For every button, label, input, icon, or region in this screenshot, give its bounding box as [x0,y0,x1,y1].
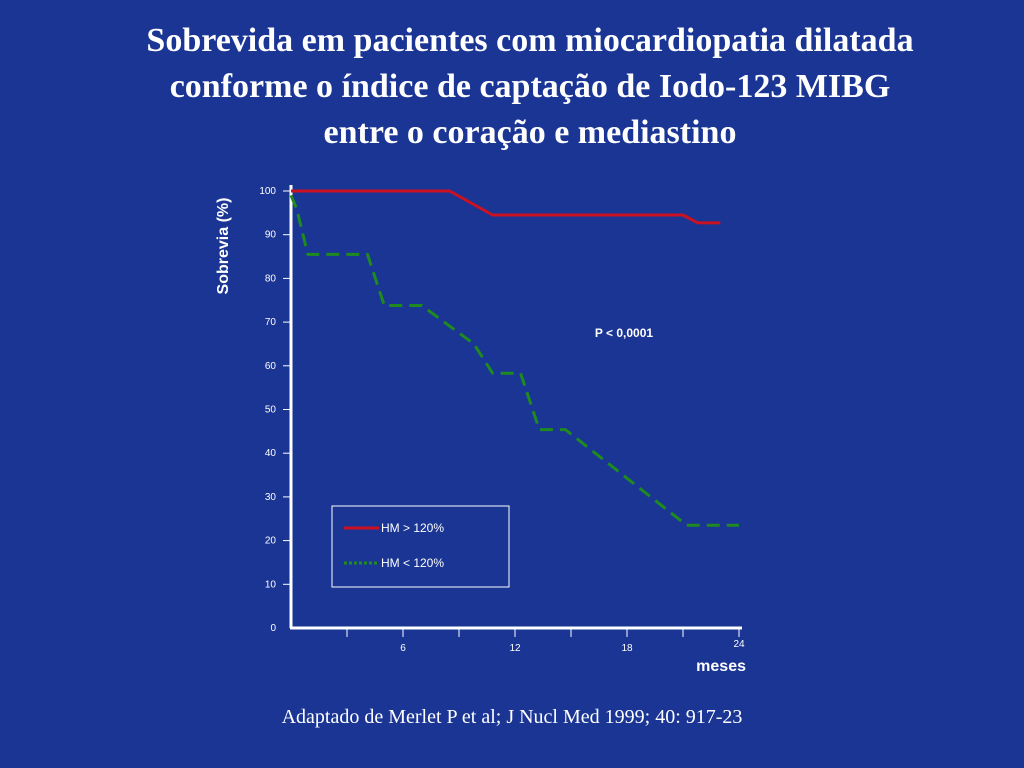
y-tick-label: 0 [270,623,276,634]
title-line-3: entre o coração e mediastino [323,114,737,151]
x-tick-label: 12 [509,643,521,654]
y-tick-label: 40 [265,448,277,459]
series-line-1 [291,189,721,225]
series-line-2 [289,194,739,527]
y-tick-label: 10 [265,579,277,590]
legend-label-2: HM < 120% [381,556,444,570]
y-tick-label: 60 [265,361,277,372]
y-tick-label: 100 [259,186,276,197]
y-tick-label: 20 [265,536,277,547]
y-axis-title: Sobrevia (%) [215,198,232,295]
y-tick-label: 70 [265,317,277,328]
y-tick-label: 50 [265,405,277,416]
x-tick-label: 24 [733,639,745,650]
slide-title: Sobrevida em pacientes com miocardiopati… [0,18,1024,156]
x-axis-title: meses [696,658,746,675]
y-tick-label: 30 [265,492,277,503]
legend-box [331,505,510,588]
title-line-2: conforme o índice de captação de Iodo-12… [169,68,891,105]
source-caption: Adaptado de Merlet P et al; J Nucl Med 1… [281,706,743,728]
p-value-annotation: P < 0,0001 [595,326,653,340]
y-tick-label: 80 [265,273,277,284]
legend-label-1: HM > 120% [381,521,444,535]
title-line-1: Sobrevida em pacientes com miocardiopati… [146,22,914,59]
x-tick-label: 18 [621,643,633,654]
y-tick-label: 90 [265,230,277,241]
x-tick-label: 6 [400,643,406,654]
